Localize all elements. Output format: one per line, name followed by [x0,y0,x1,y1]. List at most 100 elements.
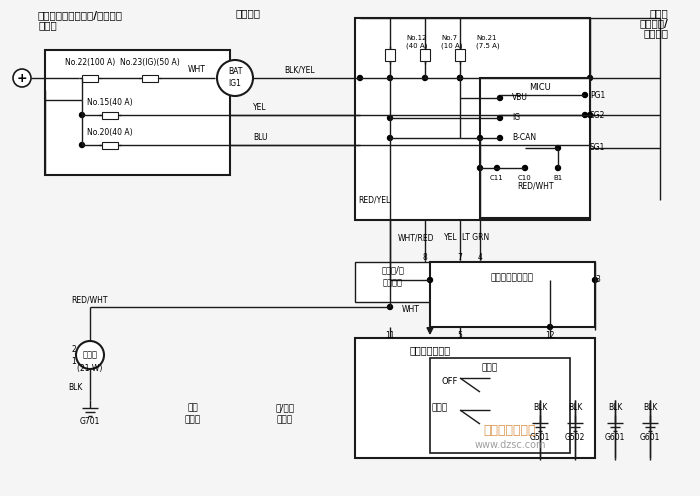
Text: BLK: BLK [608,402,622,412]
Text: G701: G701 [80,418,100,427]
Text: B-CAN: B-CAN [512,133,536,142]
Bar [430,358,570,453]
Circle shape [556,145,561,150]
Text: No.23(IG)(50 A): No.23(IG)(50 A) [120,59,180,67]
Text: +: + [17,71,27,84]
Circle shape [358,75,363,80]
Bar [102,112,118,119]
Text: No.21
(7.5 A): No.21 (7.5 A) [476,35,500,49]
Circle shape [428,277,433,283]
Bar [420,49,430,61]
Circle shape [582,113,587,118]
Text: WHT: WHT [402,306,420,314]
Text: 4: 4 [477,253,482,262]
Text: G501: G501 [530,433,550,441]
Text: G601: G601 [605,433,625,441]
Circle shape [477,166,482,171]
Text: 1: 1 [71,358,76,367]
Text: BLK: BLK [533,402,547,412]
Text: YEL: YEL [444,234,458,243]
Circle shape [13,69,31,87]
Circle shape [587,75,592,80]
Circle shape [458,75,463,80]
Circle shape [498,116,503,121]
Circle shape [498,135,503,140]
Bar [45,50,230,175]
Text: 维库电子市场网: 维库电子市场网 [484,424,536,436]
Text: 后雾灯: 后雾灯 [432,404,448,413]
Text: 12: 12 [545,330,554,339]
Text: 下保险丝/: 下保险丝/ [639,18,668,28]
Text: SG1: SG1 [590,143,606,152]
Text: 仪表板: 仪表板 [650,8,668,18]
Text: B1: B1 [554,175,563,181]
Text: OFF: OFF [442,377,458,386]
Text: RED/WHT: RED/WHT [71,296,108,305]
Circle shape [458,75,463,80]
Text: 前雾灯: 前雾灯 [482,364,498,372]
Text: 发动机舱室下保险丝/继电器盒: 发动机舱室下保险丝/继电器盒 [38,10,122,20]
Circle shape [494,166,500,171]
Text: 组合开关控制装置: 组合开关控制装置 [491,273,533,283]
Text: G601: G601 [640,433,660,441]
Text: 灯开关: 灯开关 [277,416,293,425]
Text: No.7
(10 A): No.7 (10 A) [441,35,463,49]
Text: LT GRN: LT GRN [463,234,489,243]
Text: C10: C10 [518,175,532,181]
Text: RED/WHT: RED/WHT [517,182,553,190]
Text: No.12
(40 A): No.12 (40 A) [406,35,428,49]
Text: WHT/RED: WHT/RED [398,234,434,243]
Bar [102,141,118,148]
Circle shape [522,166,528,171]
Circle shape [388,75,393,80]
Circle shape [423,75,428,80]
Bar [142,74,158,81]
Circle shape [547,324,552,329]
Bar [430,262,595,327]
Bar [480,78,590,218]
Circle shape [388,135,393,140]
Bar [385,49,395,61]
Text: IG: IG [512,114,520,123]
Bar [455,49,465,61]
Text: No.22(100 A): No.22(100 A) [65,59,115,67]
Text: BLU: BLU [253,132,267,141]
Text: 点火开关: 点火开关 [235,8,260,18]
Circle shape [217,60,253,96]
Circle shape [477,135,482,140]
Text: 2: 2 [71,346,76,355]
Text: BLK: BLK [568,402,582,412]
Text: SG2: SG2 [590,111,606,120]
Text: BAT: BAT [228,67,242,76]
Text: 8: 8 [423,253,428,262]
Text: MICU: MICU [529,83,551,92]
Text: 洗器开关: 洗器开关 [383,278,403,288]
Text: WHT: WHT [188,65,206,74]
Circle shape [498,96,503,101]
Text: www.dzsc.com: www.dzsc.com [475,440,546,450]
Circle shape [388,116,393,121]
Text: 蓄电池: 蓄电池 [38,20,57,30]
Bar [82,74,98,81]
Text: IG1: IG1 [229,78,241,87]
Text: 后雾灯: 后雾灯 [83,351,97,360]
Text: 3: 3 [596,275,601,285]
Bar [355,338,595,458]
Text: PG1: PG1 [590,90,606,100]
Text: No.20(40 A): No.20(40 A) [88,127,133,136]
Text: VBU: VBU [512,94,528,103]
Circle shape [592,277,598,283]
Text: 灯开关: 灯开关 [185,416,201,425]
Bar [355,262,430,302]
Text: 继电器电控单块: 继电器电控单块 [410,345,451,355]
Text: 5: 5 [458,330,463,339]
Text: YEL: YEL [253,103,267,112]
Text: 7: 7 [458,253,463,262]
Text: 雨刺器/噴: 雨刺器/噴 [382,265,405,274]
Text: (21 W): (21 W) [77,364,103,372]
Text: G502: G502 [565,433,585,441]
Text: BLK/YEL: BLK/YEL [285,65,315,74]
Text: 继电器盒: 继电器盒 [643,28,668,38]
Circle shape [80,142,85,147]
Text: RED/YEL: RED/YEL [358,195,391,204]
